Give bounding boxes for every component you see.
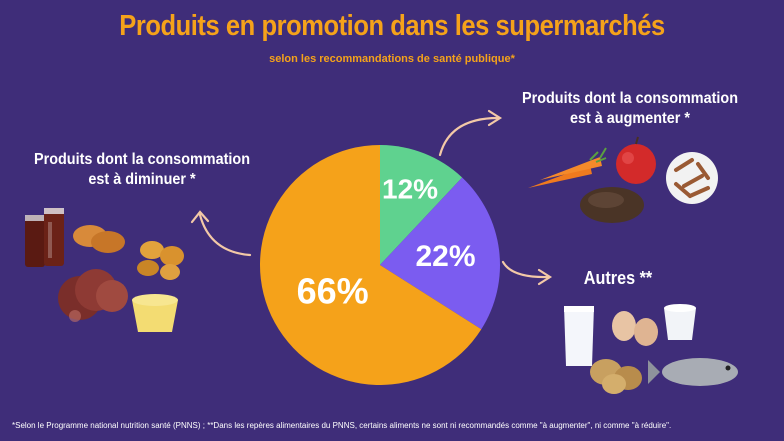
pie-label-66: 66% xyxy=(297,271,369,312)
sausage-icon xyxy=(58,269,128,322)
nugget-icon xyxy=(137,241,184,280)
apple-icon xyxy=(616,136,656,184)
madeleine-icon xyxy=(73,225,125,253)
carrot-icon xyxy=(528,147,607,188)
pie-label-12: 12% xyxy=(382,174,438,205)
milk-icon xyxy=(564,306,594,366)
soda-icon xyxy=(25,208,64,267)
dessert-cup-icon xyxy=(132,294,178,332)
pie-label-22: 22% xyxy=(415,240,475,273)
yogurt-icon xyxy=(664,304,696,340)
arrow-to-other xyxy=(501,260,553,286)
pie-chart: 12% 22% 66% xyxy=(260,145,500,385)
label-increase: Produits dont la consommation est à augm… xyxy=(521,90,738,127)
arrow-to-increase xyxy=(438,109,503,157)
pie-slice-22 xyxy=(380,177,500,330)
chart-subtitle: selon les recommandations de santé publi… xyxy=(269,53,515,65)
footnote: *Selon le Programme national nutrition s… xyxy=(12,421,672,430)
pie-slice-66 xyxy=(260,145,482,385)
label-other: Autres ** xyxy=(583,268,653,288)
label-reduce: Produits dont la consommation est à dimi… xyxy=(33,151,251,188)
bread-icon xyxy=(580,187,644,223)
fish-icon xyxy=(648,358,738,386)
pie-slice-12 xyxy=(380,145,463,265)
pasta-icon xyxy=(666,152,718,204)
egg-icon xyxy=(612,311,658,346)
arrow-to-reduce xyxy=(190,210,252,257)
chart-title: Produits en promotion dans les supermarc… xyxy=(119,10,665,42)
potato-icon xyxy=(590,359,642,394)
